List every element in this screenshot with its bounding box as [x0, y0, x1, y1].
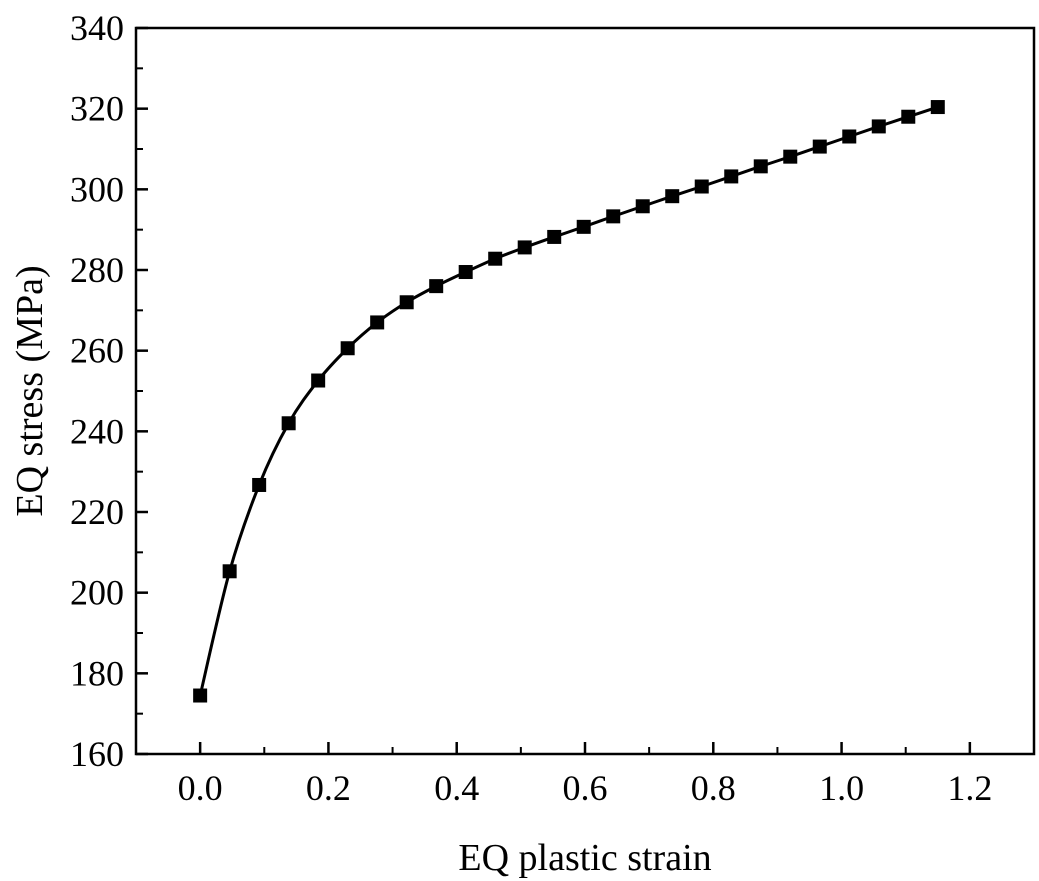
x-tick-label: 0.8 [691, 768, 736, 808]
x-tick-label: 1.2 [947, 768, 992, 808]
y-tick-label: 340 [70, 8, 124, 48]
data-markers [193, 100, 945, 703]
y-tick-label: 280 [70, 250, 124, 290]
data-point [281, 416, 296, 431]
y-tick-label: 240 [70, 411, 124, 451]
data-point [488, 251, 503, 266]
data-point [576, 219, 591, 234]
y-axis-title: EQ stress (MPa) [9, 265, 51, 516]
data-point [399, 295, 414, 310]
y-tick-label: 320 [70, 89, 124, 129]
x-axis-title: EQ plastic strain [458, 837, 711, 879]
data-point [311, 373, 326, 388]
data-point [193, 688, 208, 703]
x-tick-label: 0.6 [563, 768, 608, 808]
data-point [517, 240, 532, 255]
y-tick-label: 300 [70, 169, 124, 209]
y-tick-label: 220 [70, 492, 124, 532]
data-point [635, 199, 650, 214]
y-tick-label: 160 [70, 734, 124, 774]
y-tick-label: 200 [70, 573, 124, 613]
x-tick-label: 0.4 [434, 768, 479, 808]
data-point [724, 169, 739, 184]
data-point [547, 229, 562, 244]
series-line [198, 105, 939, 696]
data-point [222, 564, 237, 579]
y-tick-label: 260 [70, 331, 124, 371]
data-point [753, 159, 768, 174]
data-point [370, 315, 385, 330]
tick-labels: 160 180 200 220 240 260 280 300 320 340 0.0 0.2 0.4 0… [70, 8, 992, 808]
x-tick-label: 1.0 [819, 768, 864, 808]
x-tick-label: 0.2 [306, 768, 351, 808]
y-tick-label: 180 [70, 653, 124, 693]
data-point [665, 189, 680, 204]
data-point [694, 179, 709, 194]
data-point [606, 209, 621, 224]
data-point [812, 139, 827, 154]
data-point [901, 109, 916, 124]
data-point [783, 149, 798, 164]
data-point [458, 265, 473, 280]
data-point [930, 100, 945, 115]
data-point [842, 129, 857, 144]
plot-frame [134, 26, 1036, 756]
data-point [429, 279, 444, 294]
data-point [340, 341, 355, 356]
data-point [252, 477, 267, 492]
x-tick-label: 0.0 [178, 768, 223, 808]
data-point [871, 119, 886, 134]
